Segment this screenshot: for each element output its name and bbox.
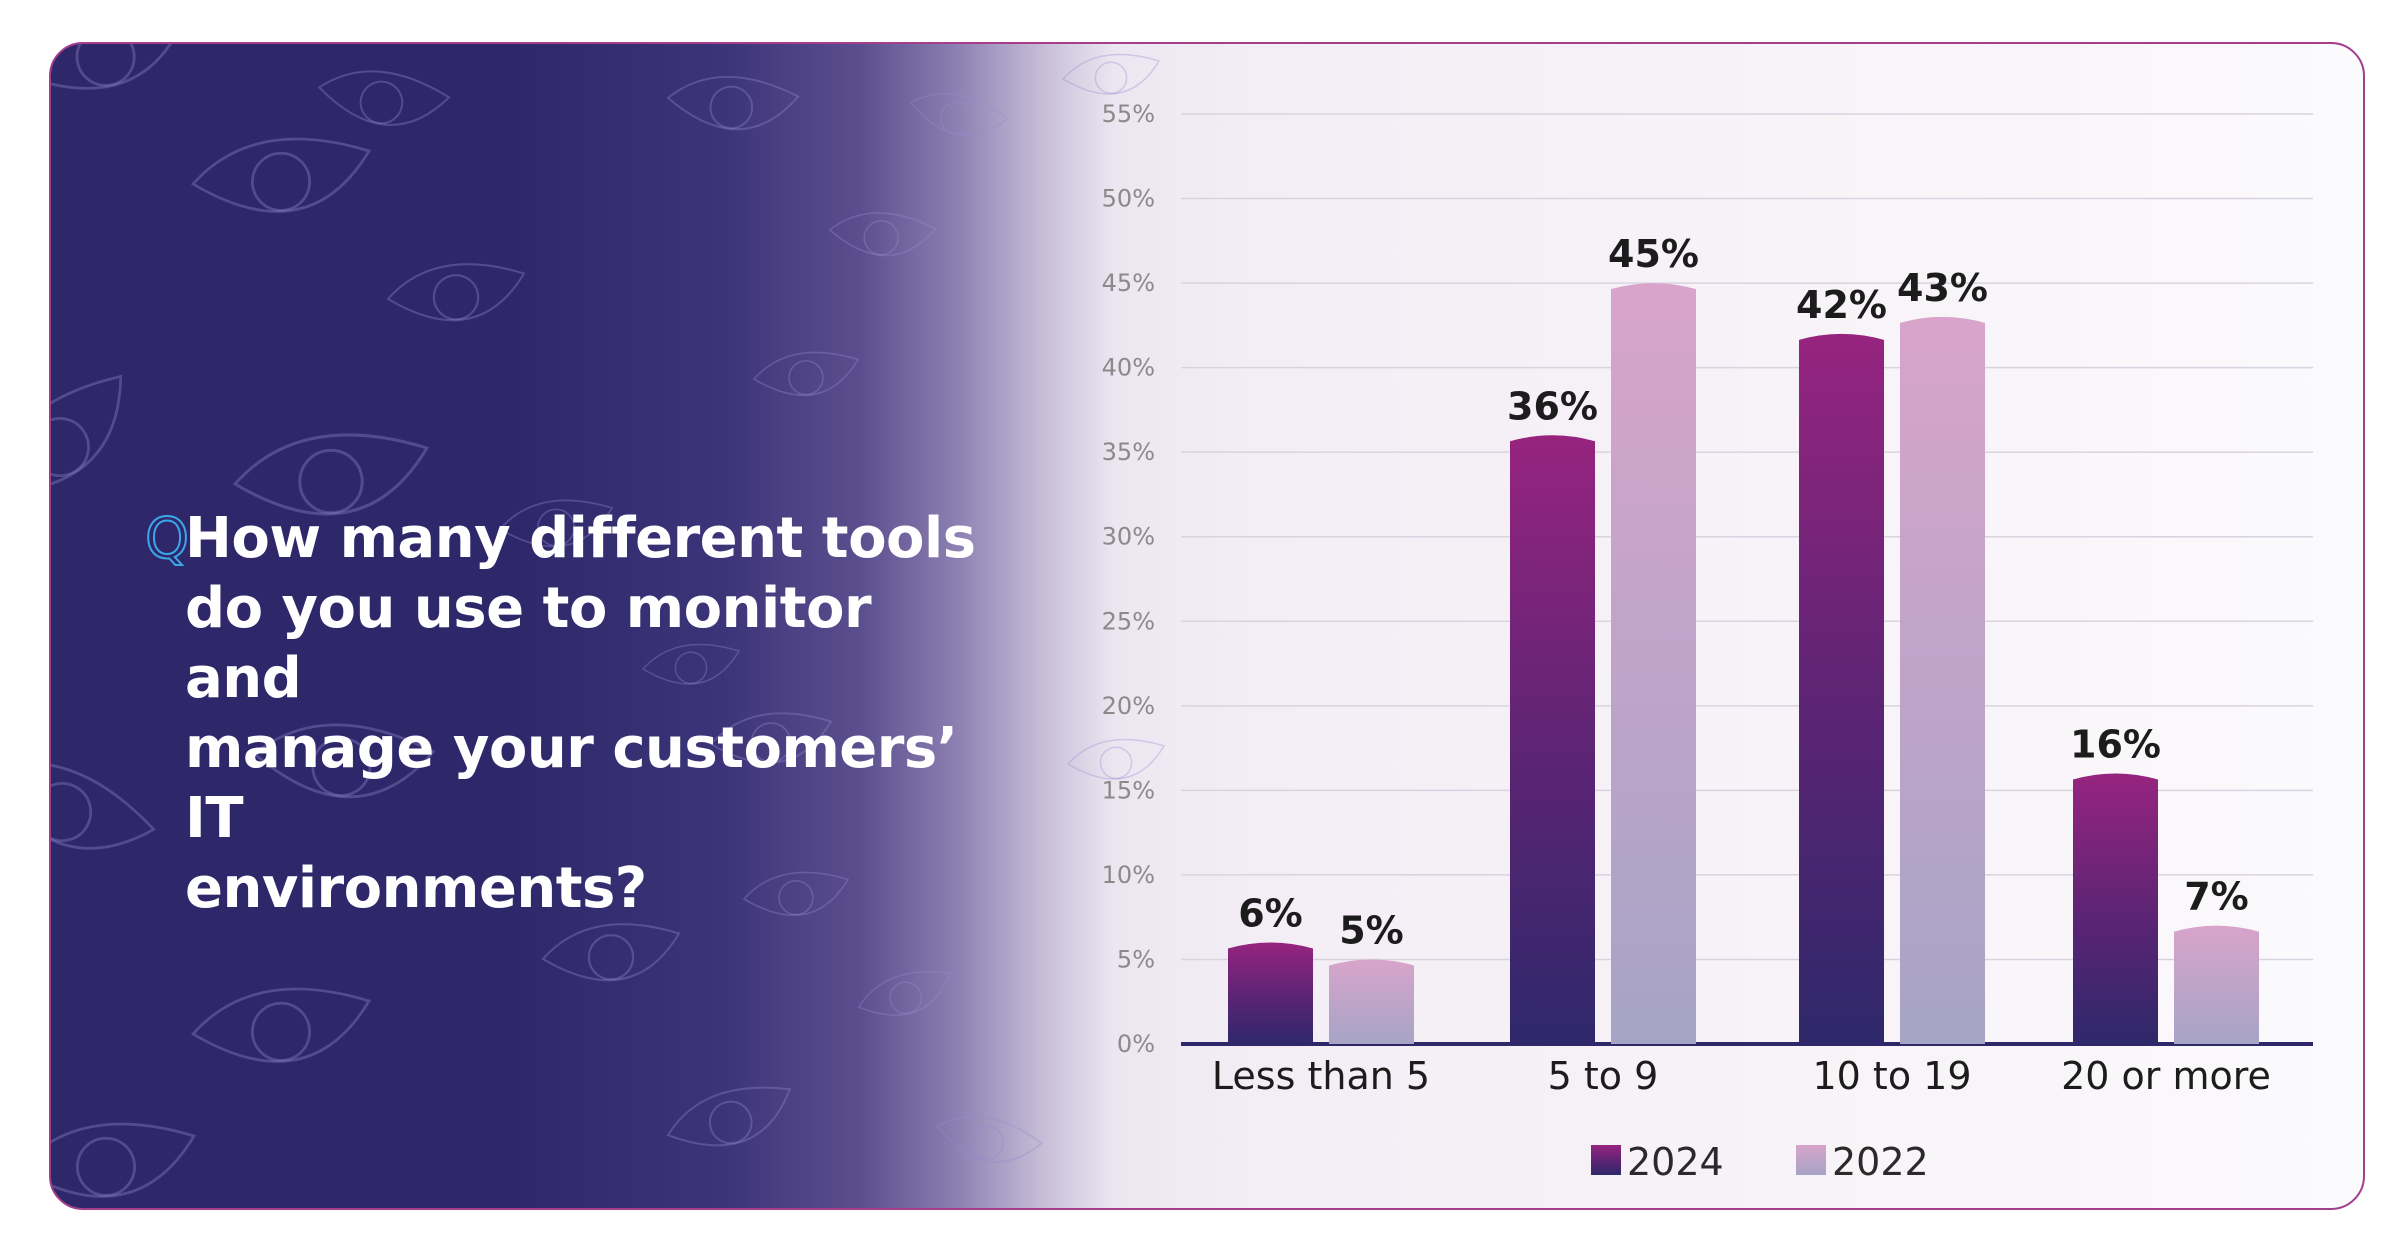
eye-icon <box>232 433 430 516</box>
eye-icon <box>190 987 372 1063</box>
y-tick-label: 0% <box>1117 1030 1155 1058</box>
category-label: Less than 5 <box>1212 1054 1430 1098</box>
eye-icon <box>709 712 833 764</box>
value-label: 7% <box>2184 875 2249 919</box>
eye-icon <box>1061 53 1161 95</box>
svg-text:Q: Q <box>145 510 189 570</box>
bar-2024-2 <box>1799 333 1884 1044</box>
question-line: How many different tools <box>185 506 976 571</box>
eye-icon <box>752 351 860 397</box>
category-labels: Less than 5 5 to 9 10 to 19 20 or more <box>1212 1054 2271 1098</box>
question-line: do you use to monitor and <box>185 576 872 711</box>
value-label: 42% <box>1796 283 1887 327</box>
question-line: environments? <box>185 856 647 921</box>
bar-2022-0 <box>1329 959 1414 1044</box>
y-tick-label: 30% <box>1102 523 1155 551</box>
y-tick-label: 35% <box>1102 438 1155 466</box>
y-tick-label: 20% <box>1102 692 1155 720</box>
y-axis-ticks: 0% 5% 10% 15% 20% 25% 30% 35% 40% 45% 50% 55% <box>1102 100 1155 1058</box>
y-tick-label: 55% <box>1102 100 1155 128</box>
eye-icon <box>857 970 952 1016</box>
question-marker-icon: Q <box>145 510 189 570</box>
legend: 2024 2022 <box>1591 1140 1929 1184</box>
question-line: manage your customers’ IT <box>185 716 958 851</box>
bar-2024-1 <box>1510 435 1595 1045</box>
y-tick-label: 10% <box>1102 861 1155 889</box>
eye-pattern-background <box>51 44 1166 1198</box>
bars <box>1228 283 2259 1045</box>
eye-icon <box>51 1122 197 1198</box>
y-tick-label: 50% <box>1102 185 1155 213</box>
question-block: Q How many different tools do you use to… <box>145 504 1005 924</box>
eye-icon <box>51 761 156 850</box>
value-label: 45% <box>1608 232 1699 276</box>
value-label: 36% <box>1507 384 1598 428</box>
bar-chart: 0% 5% 10% 15% 20% 25% 30% 35% 40% 45% 50% 55% 6% 5% 3… <box>1102 100 2313 1184</box>
eye-icon <box>742 871 850 917</box>
eye-icon <box>1066 738 1166 780</box>
bar-2022-2 <box>1900 316 1985 1045</box>
y-tick-label: 5% <box>1117 945 1155 973</box>
y-tick-label: 45% <box>1102 269 1155 297</box>
eye-icon <box>828 212 937 257</box>
category-label: 20 or more <box>2061 1054 2271 1098</box>
y-tick-label: 40% <box>1102 354 1155 382</box>
legend-swatch-2024 <box>1591 1145 1621 1175</box>
question-text: How many different tools do you use to m… <box>185 504 1005 924</box>
eye-icon <box>541 923 681 982</box>
eye-icon <box>641 643 741 685</box>
y-tick-label: 25% <box>1102 607 1155 635</box>
eye-icon <box>252 723 436 799</box>
value-label: 6% <box>1238 892 1303 936</box>
eye-icon <box>317 70 451 126</box>
category-label: 5 to 9 <box>1548 1054 1659 1098</box>
eye-icon <box>909 92 1009 137</box>
eye-icon <box>386 263 526 322</box>
value-labels: 6% 5% 36% 45% 42% 43% 16% 7% <box>1238 232 2249 952</box>
eye-icon <box>190 137 372 213</box>
value-label: 43% <box>1897 266 1988 310</box>
eye-icon <box>498 499 614 548</box>
bar-2022-1 <box>1611 283 1696 1044</box>
eye-icon <box>666 1086 792 1147</box>
bar-2024-0 <box>1228 942 1313 1044</box>
legend-swatch-2022 <box>1796 1145 1826 1175</box>
value-label: 5% <box>1339 908 1404 952</box>
bar-2024-3 <box>2073 773 2158 1044</box>
bar-2022-3 <box>2174 925 2259 1044</box>
legend-label: 2022 <box>1832 1140 1929 1184</box>
value-label: 16% <box>2070 722 2161 766</box>
eye-icon <box>51 374 123 495</box>
eye-icon <box>51 44 189 90</box>
y-tick-label: 15% <box>1102 776 1155 804</box>
eye-icon <box>666 75 800 131</box>
category-label: 10 to 19 <box>1812 1054 1971 1098</box>
infographic-card: Q How many different tools do you use to… <box>49 42 2365 1210</box>
eye-icon <box>935 1115 1043 1163</box>
legend-label: 2024 <box>1627 1140 1724 1184</box>
